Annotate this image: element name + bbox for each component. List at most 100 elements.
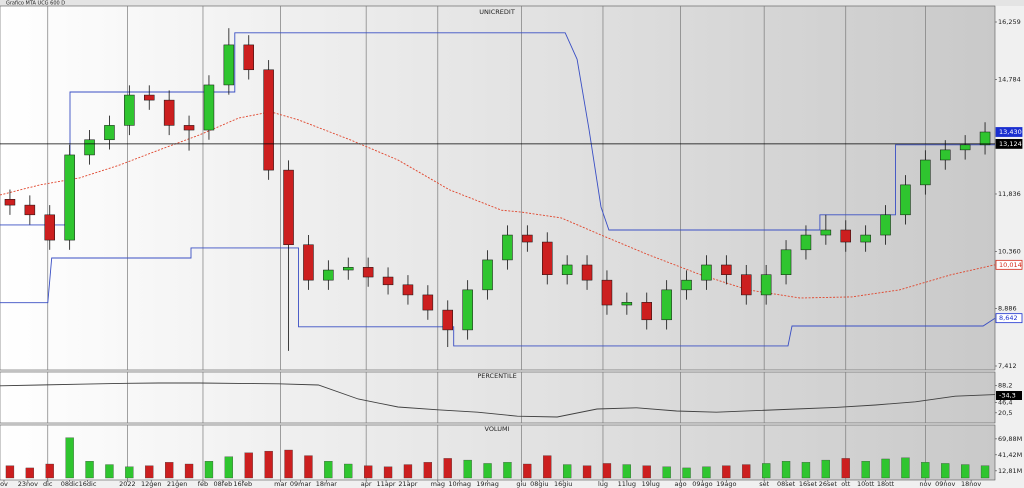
x-tick-label: ott bbox=[841, 480, 851, 488]
volume-bar bbox=[5, 465, 15, 479]
candle-body bbox=[522, 234, 533, 243]
volume-bar bbox=[602, 463, 612, 479]
price-box bbox=[995, 127, 1023, 137]
volume-bar bbox=[762, 463, 771, 479]
x-tick-label: mag bbox=[431, 480, 445, 488]
x-tick-label: 16set bbox=[799, 480, 818, 488]
x-tick-label: 10mag bbox=[448, 480, 471, 488]
candle-body bbox=[303, 244, 314, 281]
x-tick-label: apr bbox=[361, 480, 372, 488]
x-tick-label: 19lug bbox=[642, 480, 660, 488]
candle-body bbox=[601, 279, 613, 306]
volume-bar bbox=[503, 462, 512, 479]
candle-body bbox=[641, 302, 652, 321]
indicator-box bbox=[996, 391, 1022, 400]
x-tick-label: 09mar bbox=[290, 480, 312, 488]
candle-body bbox=[920, 159, 931, 186]
volume-bar bbox=[642, 465, 651, 479]
x-tick-label: 16feb bbox=[233, 480, 252, 488]
price-box-label: 13,124 bbox=[999, 140, 1022, 148]
volume-bar bbox=[980, 465, 990, 479]
y-tick-label: 88,2 bbox=[998, 382, 1012, 390]
x-tick-label: 12gen bbox=[141, 480, 162, 488]
x-tick-label: 08set bbox=[777, 480, 796, 488]
price-panel bbox=[0, 5, 996, 371]
y-tick-label: 41,42M bbox=[998, 451, 1022, 459]
volume-bar bbox=[722, 465, 731, 479]
volume-bar bbox=[45, 463, 54, 479]
x-tick-label: 09ago bbox=[692, 480, 712, 488]
x-tick-label: 19mag bbox=[476, 480, 499, 488]
x-tick-label: 23nov bbox=[18, 480, 38, 488]
x-tick-label: set bbox=[759, 480, 769, 488]
candle-body bbox=[979, 131, 991, 146]
candle-body bbox=[482, 259, 493, 291]
marks bbox=[0, 28, 996, 479]
volume-bar bbox=[662, 466, 671, 479]
overlay-line bbox=[0, 247, 996, 347]
volume-bar bbox=[324, 461, 333, 479]
volume-bar bbox=[702, 466, 711, 479]
panel-title: UNICREDIT bbox=[479, 8, 515, 16]
x-tick-label: 18mar bbox=[316, 480, 338, 488]
volume-bar bbox=[304, 455, 313, 479]
candle-body bbox=[44, 214, 55, 241]
volume-bar bbox=[901, 457, 910, 479]
x-tick-label: mar bbox=[274, 480, 287, 488]
candle-body bbox=[24, 204, 36, 216]
price-box-label: 8,642 bbox=[999, 314, 1018, 322]
volume-bar bbox=[921, 462, 930, 479]
candle-body bbox=[542, 241, 553, 275]
candle-body bbox=[940, 149, 951, 161]
volume-bar bbox=[204, 461, 214, 479]
volume-bar bbox=[145, 465, 154, 479]
candle-body bbox=[84, 139, 95, 156]
y-tick-label: 8,886 bbox=[998, 305, 1017, 313]
y-tick-label: 7,412 bbox=[998, 362, 1017, 370]
x-tick-label: 21apr bbox=[398, 480, 417, 488]
volume-bar bbox=[841, 458, 850, 479]
volume-bar bbox=[105, 464, 114, 479]
x-tick-label: 18ott bbox=[877, 480, 895, 488]
y-tick-label: 11,836 bbox=[998, 190, 1021, 198]
volume-bar bbox=[861, 461, 870, 479]
y-tick-label: 20,5 bbox=[998, 409, 1012, 417]
x-tick-label: 16giu bbox=[554, 480, 572, 488]
candle-body bbox=[860, 234, 871, 243]
candle-body bbox=[621, 302, 633, 306]
candle-body bbox=[561, 264, 573, 275]
volume-bar bbox=[184, 463, 194, 479]
y-tick-label: 10,360 bbox=[998, 247, 1021, 255]
volume-bar bbox=[801, 462, 811, 479]
candle-body bbox=[263, 69, 274, 171]
candle-body bbox=[780, 249, 792, 275]
x-tick-label: 11apr bbox=[377, 480, 396, 488]
x-tick-label: 2022 bbox=[119, 480, 136, 488]
volume-bar bbox=[65, 437, 74, 479]
candle-body bbox=[243, 44, 254, 71]
candle-body bbox=[581, 264, 593, 281]
volume-bar bbox=[781, 461, 791, 479]
x-tick-label: 09nov bbox=[935, 480, 955, 488]
candle-body bbox=[104, 125, 115, 141]
candle-body bbox=[721, 264, 732, 275]
candle-body bbox=[661, 289, 672, 321]
indicator-annotation: -34,3 bbox=[999, 392, 1016, 400]
volume-bar bbox=[821, 459, 830, 479]
candle-body bbox=[502, 234, 513, 261]
volume-bar bbox=[383, 466, 393, 479]
candle-body bbox=[183, 125, 195, 131]
price-box-label: 10,014 bbox=[999, 261, 1022, 269]
volume-bar bbox=[363, 465, 373, 479]
candle-body bbox=[343, 267, 354, 271]
title-bar bbox=[0, 0, 1024, 6]
x-tick-label: 16dic bbox=[79, 480, 97, 488]
y-tick-label: 46,4 bbox=[998, 398, 1012, 406]
x-tick-label: 26set bbox=[819, 480, 838, 488]
candle-body bbox=[900, 184, 911, 216]
volume-bar bbox=[264, 450, 273, 479]
candle-body bbox=[362, 267, 374, 278]
candle-body bbox=[820, 229, 832, 236]
volume-bar bbox=[582, 465, 592, 479]
